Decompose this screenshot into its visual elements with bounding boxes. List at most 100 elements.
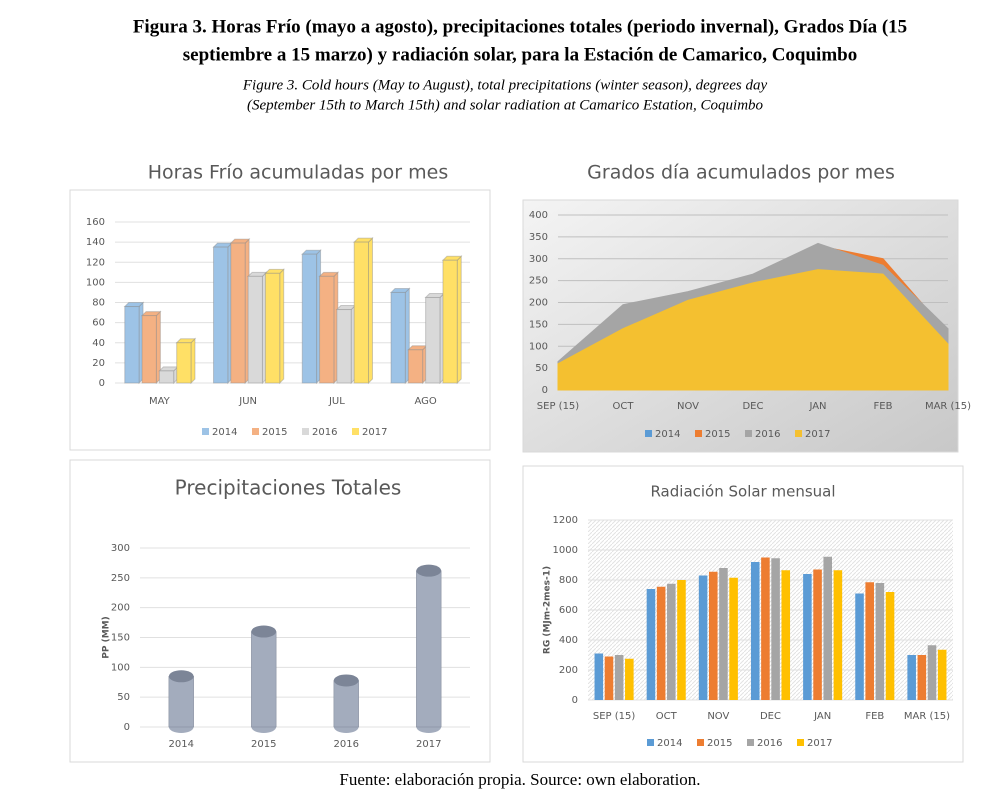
legend-label: 2016	[757, 738, 782, 749]
figure-subtitle: Figure 3. Cold hours (May to August), to…	[242, 77, 768, 93]
y-tick-label: 200	[529, 298, 548, 309]
legend-label: 2014	[212, 427, 237, 438]
legend-swatch	[352, 428, 359, 435]
x-tick-label: 2016	[334, 739, 359, 750]
bar	[698, 575, 708, 700]
x-tick-label: JUL	[328, 396, 345, 407]
bar-top	[251, 625, 277, 638]
legend-label: 2017	[807, 738, 832, 749]
x-tick-label: MAR (15)	[925, 401, 971, 412]
bar	[937, 649, 947, 700]
y-tick-label: 200	[559, 665, 578, 676]
y-tick-label: 100	[86, 277, 105, 288]
bar	[667, 583, 676, 700]
legend-swatch	[695, 430, 702, 437]
y-tick-label: 50	[117, 692, 130, 703]
legend-swatch	[797, 739, 804, 746]
y-tick-label: 1000	[553, 545, 578, 556]
bar-side	[279, 268, 285, 385]
x-tick-label: 2014	[169, 739, 194, 750]
y-tick-label: 0	[542, 385, 548, 396]
bar	[803, 574, 812, 700]
bar	[625, 658, 634, 700]
bar	[865, 582, 874, 700]
y-tick-label: 1200	[553, 515, 578, 526]
bar	[729, 577, 738, 700]
bar	[425, 296, 441, 384]
y-tick-label: 140	[86, 237, 105, 248]
bar-top	[229, 238, 251, 244]
bar-top	[168, 670, 194, 683]
legend-swatch	[795, 430, 802, 437]
bar	[333, 680, 359, 728]
x-tick-label: OCT	[613, 401, 635, 412]
footer: Fuente: elaboración propia. Source: own …	[339, 770, 700, 789]
bar	[927, 645, 937, 700]
y-tick-label: 150	[529, 319, 548, 330]
legend-swatch	[302, 428, 309, 435]
bar-top	[123, 302, 145, 308]
bar	[230, 242, 246, 384]
y-tick-label: 100	[529, 341, 548, 352]
bar-top	[407, 345, 428, 351]
x-tick-label: SEP (15)	[593, 711, 636, 722]
chart-title: Precipitaciones Totales	[175, 476, 402, 500]
area	[557, 269, 949, 391]
y-tick-label: 0	[124, 722, 130, 733]
y-tick-label: 200	[111, 603, 130, 614]
bar	[594, 653, 604, 700]
bar	[875, 583, 885, 700]
y-tick-label: 160	[86, 217, 105, 228]
bar-top	[301, 249, 322, 255]
y-tick-label: 60	[92, 318, 105, 329]
bar-top	[333, 674, 359, 687]
bar	[823, 556, 833, 700]
bar-top	[140, 311, 162, 317]
y-tick-label: 20	[92, 358, 105, 369]
y-axis-label: PP (MM)	[102, 616, 112, 658]
legend-label: 2015	[705, 429, 730, 440]
y-tick-label: 600	[559, 605, 578, 616]
bar-side	[190, 337, 196, 385]
x-tick-label: MAR (15)	[904, 711, 950, 722]
bar	[416, 570, 442, 728]
bar	[771, 558, 780, 700]
legend-label: 2014	[655, 429, 680, 440]
legend-label: 2016	[755, 429, 780, 440]
legend-swatch	[697, 739, 704, 746]
y-tick-label: 300	[529, 254, 548, 265]
bar	[247, 275, 263, 384]
bar-top	[318, 271, 340, 277]
bar-top	[335, 305, 357, 311]
chart-title: Horas Frío acumuladas por mes	[148, 162, 448, 184]
bar	[907, 655, 916, 700]
x-tick-label: SEP (15)	[537, 401, 580, 412]
legend-label: 2014	[657, 738, 682, 749]
bar	[176, 342, 192, 384]
bar-top	[175, 338, 197, 344]
bar-top	[389, 287, 411, 293]
y-tick-label: 50	[535, 363, 548, 374]
legend-swatch	[747, 739, 754, 746]
figure-title: Figura 3. Horas Frío (mayo a agosto), pr…	[133, 16, 907, 37]
bar	[301, 253, 318, 384]
bar	[407, 349, 424, 384]
bar	[604, 656, 614, 700]
bar	[442, 259, 458, 384]
bar	[646, 589, 656, 700]
bar-top	[246, 271, 268, 277]
y-tick-label: 150	[111, 633, 130, 644]
x-tick-label: OCT	[656, 711, 678, 722]
bar	[336, 309, 352, 384]
bar-side	[367, 236, 373, 385]
legend-label: 2016	[312, 427, 337, 438]
bar	[917, 655, 927, 700]
legend-swatch	[745, 430, 752, 437]
y-tick-label: 120	[86, 257, 105, 268]
legend-label: 2015	[262, 427, 287, 438]
figure-title: septiembre a 15 marzo) y radiación solar…	[183, 44, 857, 65]
bar	[213, 246, 229, 384]
bar	[656, 586, 666, 700]
bar-top	[264, 268, 285, 274]
